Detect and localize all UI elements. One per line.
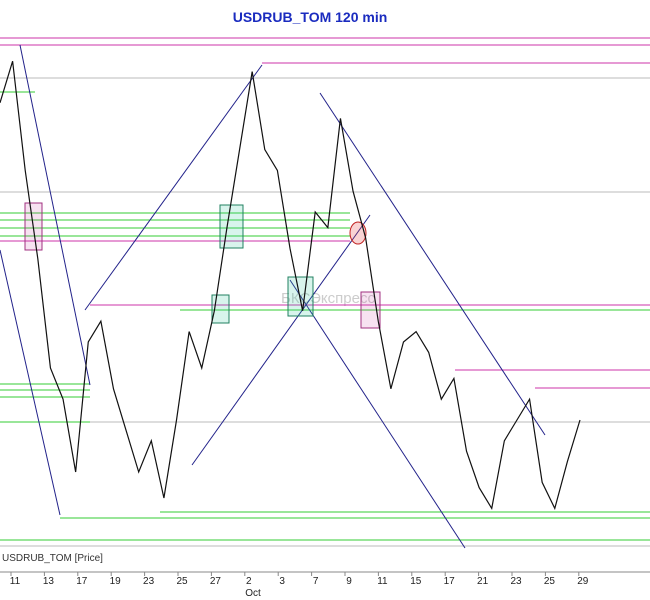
x-tick-label: 13 [43, 576, 55, 587]
support-lines [0, 91, 650, 541]
x-tick-label: 7 [313, 576, 319, 587]
x-tick-label: 21 [477, 576, 489, 587]
price-line [0, 61, 581, 511]
chart-title: USDRUB_TOM 120 min [233, 9, 388, 25]
trend-lines [0, 44, 546, 549]
x-tick-label: 29 [577, 576, 589, 587]
x-tick-label: 17 [444, 576, 456, 587]
x-tick-label: 9 [346, 576, 352, 587]
x-tick-label: 2 [246, 576, 252, 587]
grid [0, 77, 650, 547]
x-tick-label: 19 [110, 576, 122, 587]
x-tick-label: 23 [510, 576, 522, 587]
x-tick-label: 23 [143, 576, 155, 587]
x-tick-label: 11 [10, 576, 21, 587]
x-tick-label: 11 [377, 576, 388, 587]
x-tick-label: 25 [176, 576, 188, 587]
resistance-lines [0, 37, 650, 389]
x-tick-label: 25 [544, 576, 556, 587]
month-label: Oct [245, 588, 261, 599]
series-label: USDRUB_TOM [Price] [2, 553, 103, 564]
x-tick-label: 3 [279, 576, 285, 587]
x-tick-label: 17 [76, 576, 88, 587]
x-tick-label: 27 [210, 576, 222, 587]
x-tick-label: 15 [410, 576, 422, 587]
